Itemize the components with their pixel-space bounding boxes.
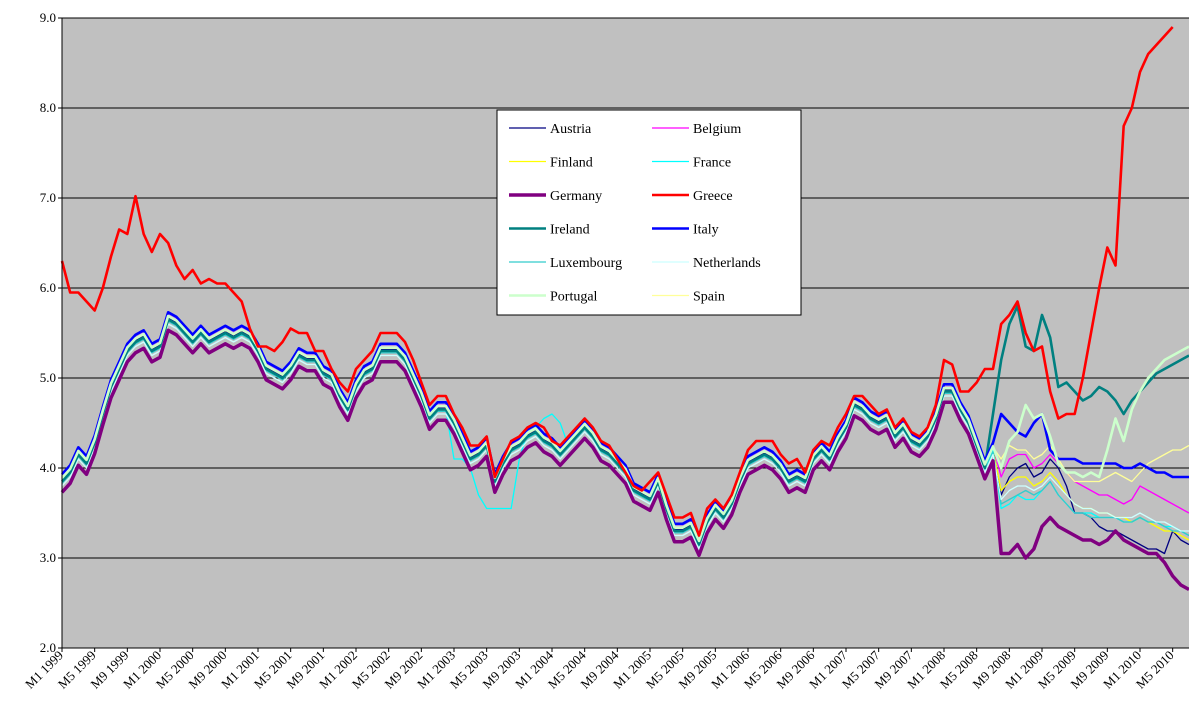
series-line-germany [60, 328, 1189, 592]
series-line-netherlands [61, 323, 1189, 550]
series-line-portugal [61, 314, 1189, 543]
y-axis-tick-labels: 2.0 3.0 4.0 5.0 6.0 7.0 8.0 9.0 [40, 10, 62, 655]
legend-label-austria: Austria [550, 122, 592, 137]
legend-label-portugal: Portugal [550, 290, 598, 305]
legend-box [496, 109, 802, 316]
legend-label-greece: Greece [693, 189, 733, 204]
y-tick-label: 9.0 [40, 10, 56, 25]
legend-label-ireland: Ireland [550, 223, 590, 238]
legend: Austria Belgium Finland France Germany Greece… [496, 109, 802, 316]
series-lines [60, 26, 1189, 592]
legend-label-finland: Finland [550, 156, 593, 171]
legend-label-belgium: Belgium [693, 122, 741, 137]
y-tick-label: 3.0 [40, 550, 56, 565]
legend-label-netherlands: Netherlands [693, 256, 761, 271]
legend-label-luxembourg: Luxembourg [550, 256, 622, 271]
series-line-greece [60, 26, 1174, 537]
y-tick-label: 8.0 [40, 100, 56, 115]
legend-label-spain: Spain [693, 290, 725, 305]
y-tick-label: 5.0 [40, 370, 56, 385]
y-tick-label: 6.0 [40, 280, 56, 295]
legend-label-france: France [693, 156, 731, 171]
legend-label-germany: Germany [550, 189, 602, 204]
y-tick-label: 2.0 [40, 640, 56, 655]
y-tick-label: 7.0 [40, 190, 56, 205]
legend-label-italy: Italy [693, 223, 719, 238]
y-tick-label: 4.0 [40, 460, 56, 475]
